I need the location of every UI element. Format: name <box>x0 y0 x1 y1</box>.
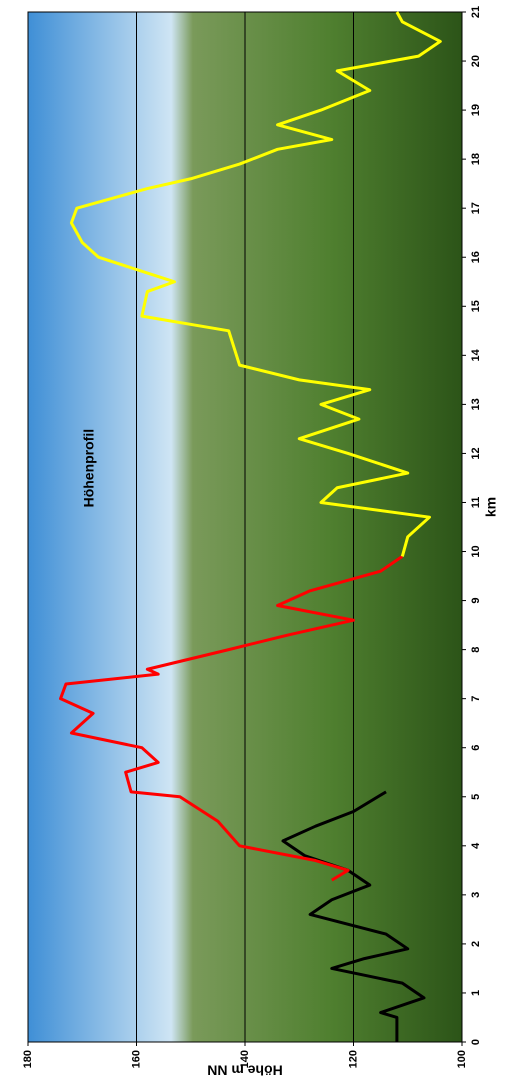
x-tick-label: 13 <box>470 398 482 410</box>
chart-title: Höhenprofil <box>81 429 97 508</box>
y-tick-label: 100 <box>456 1050 468 1068</box>
x-tick-label: 4 <box>470 842 482 849</box>
x-tick-label: 7 <box>470 696 482 702</box>
x-tick-label: 6 <box>470 745 482 751</box>
x-tick-label: 8 <box>470 647 482 653</box>
x-tick-label: 14 <box>470 348 482 361</box>
y-tick-label: 140 <box>239 1050 251 1068</box>
x-tick-label: 2 <box>470 941 482 947</box>
line-series <box>59 555 404 882</box>
x-tick-label: 16 <box>470 251 482 263</box>
x-tick-label: 3 <box>470 892 482 898</box>
x-tick-label: 0 <box>470 1039 482 1045</box>
x-tick-label: 12 <box>470 447 482 459</box>
x-tick-label: 18 <box>470 153 482 165</box>
x-tick-label: 17 <box>470 202 482 214</box>
x-tick-label: 11 <box>470 497 482 509</box>
x-tick-label: 5 <box>470 794 482 800</box>
x-tick-label: 15 <box>470 300 482 312</box>
y-tick-label: 120 <box>347 1050 359 1068</box>
x-axis-label: km <box>483 497 499 517</box>
x-tick-label: 10 <box>470 545 482 557</box>
plot: 1001201401601800123456789101112131415161… <box>22 6 499 1078</box>
y-tick-label: 180 <box>22 1050 34 1068</box>
x-tick-label: 9 <box>470 598 482 604</box>
line-series <box>69 11 442 557</box>
y-axis-label: Höhe m NN <box>207 1062 282 1078</box>
x-tick-label: 19 <box>470 104 482 116</box>
y-tick-label: 160 <box>130 1050 142 1068</box>
line-series <box>281 790 426 1042</box>
x-tick-label: 21 <box>470 6 482 18</box>
x-tick-label: 20 <box>470 55 482 67</box>
x-tick-label: 1 <box>470 990 482 996</box>
